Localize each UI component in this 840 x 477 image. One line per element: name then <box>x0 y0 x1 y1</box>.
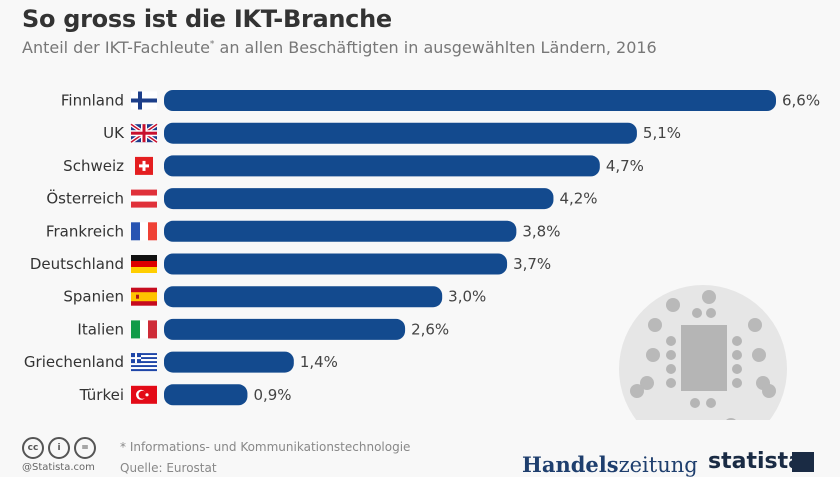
source: Quelle: Eurostat <box>120 461 217 475</box>
chip-pin <box>666 364 676 374</box>
chip-pad <box>748 318 762 332</box>
chip-pin <box>706 308 716 318</box>
bar-4 <box>164 220 517 242</box>
chip-pin <box>666 336 676 346</box>
chip-pad <box>648 318 662 332</box>
category-label: Türkei <box>79 386 124 404</box>
bar-7 <box>164 318 406 340</box>
italy-flag <box>131 320 157 339</box>
finland-flag <box>131 91 157 110</box>
logo-part-b: zeitung <box>618 453 698 477</box>
chip-pin <box>666 378 676 388</box>
category-label: Deutschland <box>30 255 124 273</box>
chip-body <box>681 325 727 391</box>
chip-pin <box>706 398 716 408</box>
chip-pad <box>666 298 680 312</box>
chip-pin <box>666 350 676 360</box>
category-label: Griechenland <box>24 353 124 371</box>
category-label: Italien <box>77 320 124 338</box>
category-label: Spanien <box>63 288 124 306</box>
chip-pad <box>726 418 736 420</box>
chip-illustration <box>619 285 787 420</box>
bar-2 <box>164 155 600 177</box>
logo-part-a: Handels <box>522 452 619 477</box>
statista-credit[interactable]: @Statista.com <box>22 462 95 473</box>
chip-pad <box>630 384 644 398</box>
bar-6 <box>164 286 443 308</box>
bar-8 <box>164 351 294 373</box>
category-label: Schweiz <box>63 157 124 175</box>
turkey-flag <box>131 385 157 404</box>
value-label: 6,6% <box>782 92 820 110</box>
chip-pad <box>752 348 766 362</box>
bar-1 <box>164 122 637 144</box>
value-label: 4,2% <box>559 190 597 208</box>
attribution-icon: i <box>48 437 70 459</box>
chip-pin <box>732 336 742 346</box>
value-label: 2,6% <box>411 320 449 338</box>
statista-logo-icon <box>792 452 814 472</box>
chip-pad <box>640 376 654 390</box>
value-label: 1,4% <box>300 353 338 371</box>
chart-subtitle: Anteil der IKT-Fachleute* an allen Besch… <box>22 38 657 57</box>
category-label: Österreich <box>46 189 124 208</box>
chip-pin <box>732 364 742 374</box>
value-label: 0,9% <box>253 386 291 404</box>
handelszeitung-logo: Handelszeitung <box>522 452 698 477</box>
france-flag <box>131 222 157 241</box>
chip-pad <box>762 384 776 398</box>
austria-flag <box>131 189 157 208</box>
bar-0 <box>164 90 776 111</box>
chart-title: So gross ist die IKT-Branche <box>22 5 392 33</box>
bar-3 <box>164 188 554 210</box>
spain-flag <box>131 287 157 306</box>
bar-5 <box>164 253 508 275</box>
chip-pin <box>690 398 700 408</box>
footnote-marker: * <box>209 39 215 50</box>
subtitle-text: Anteil der IKT-Fachleute <box>22 38 210 57</box>
footnote: * Informations- und Kommunikationstechno… <box>120 440 411 454</box>
value-label: 3,8% <box>522 222 560 240</box>
category-label: Finnland <box>61 92 124 110</box>
chip-pin <box>732 378 742 388</box>
switzerland-flag <box>135 156 153 175</box>
germany-flag <box>131 255 157 273</box>
no-derivatives-icon: = <box>74 437 96 459</box>
category-label: UK <box>103 124 125 142</box>
greece-flag <box>131 353 157 372</box>
chip-pad <box>646 348 660 362</box>
value-label: 3,0% <box>448 288 486 306</box>
value-label: 5,1% <box>643 124 681 142</box>
value-label: 3,7% <box>513 255 551 273</box>
value-label: 4,7% <box>606 157 644 175</box>
chip-pin <box>692 308 702 318</box>
bar-chart: Finnland 6,6% UK 5,1% Schweiz 4,7% Österreich 4… <box>24 90 820 420</box>
uk-flag <box>129 122 159 144</box>
category-label: Frankreich <box>46 222 124 240</box>
bar-9 <box>164 384 248 406</box>
chip-pad <box>702 290 716 304</box>
cc-icon: cc <box>22 437 44 459</box>
chip-pin <box>732 350 742 360</box>
creative-commons-icons: cc i = <box>22 437 96 459</box>
statista-logo: statista <box>708 449 803 474</box>
subtitle-text-rest: an allen Beschäftigten in ausgewählten L… <box>214 38 657 57</box>
